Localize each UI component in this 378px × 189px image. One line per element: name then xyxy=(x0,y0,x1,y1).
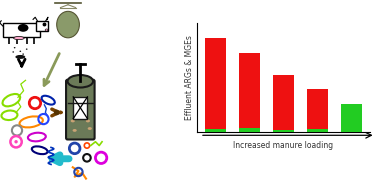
Ellipse shape xyxy=(45,29,48,31)
Ellipse shape xyxy=(82,112,86,115)
Bar xyxy=(73,97,87,119)
FancyBboxPatch shape xyxy=(3,23,40,37)
Ellipse shape xyxy=(15,55,25,59)
Bar xyxy=(341,112,362,132)
Bar xyxy=(239,53,260,132)
Ellipse shape xyxy=(68,75,93,88)
Circle shape xyxy=(14,140,18,143)
Ellipse shape xyxy=(73,129,77,132)
Bar xyxy=(307,129,328,132)
Ellipse shape xyxy=(14,47,15,48)
Ellipse shape xyxy=(14,36,24,40)
Bar xyxy=(205,129,226,132)
Bar xyxy=(239,128,260,132)
X-axis label: Increased manure loading: Increased manure loading xyxy=(234,141,333,150)
Ellipse shape xyxy=(26,49,28,50)
FancyBboxPatch shape xyxy=(66,80,94,139)
Ellipse shape xyxy=(71,120,75,122)
Ellipse shape xyxy=(18,24,28,32)
Bar xyxy=(341,104,362,132)
FancyBboxPatch shape xyxy=(36,21,48,31)
Bar xyxy=(273,74,294,132)
Ellipse shape xyxy=(88,127,92,130)
Ellipse shape xyxy=(86,120,90,122)
Ellipse shape xyxy=(22,53,24,55)
Bar xyxy=(307,89,328,132)
Bar xyxy=(205,38,226,132)
Bar xyxy=(273,130,294,132)
Ellipse shape xyxy=(20,51,21,52)
Ellipse shape xyxy=(12,51,14,53)
Ellipse shape xyxy=(57,11,79,38)
Y-axis label: Effluent ARGs & MGEs: Effluent ARGs & MGEs xyxy=(185,35,194,120)
Circle shape xyxy=(54,110,59,115)
